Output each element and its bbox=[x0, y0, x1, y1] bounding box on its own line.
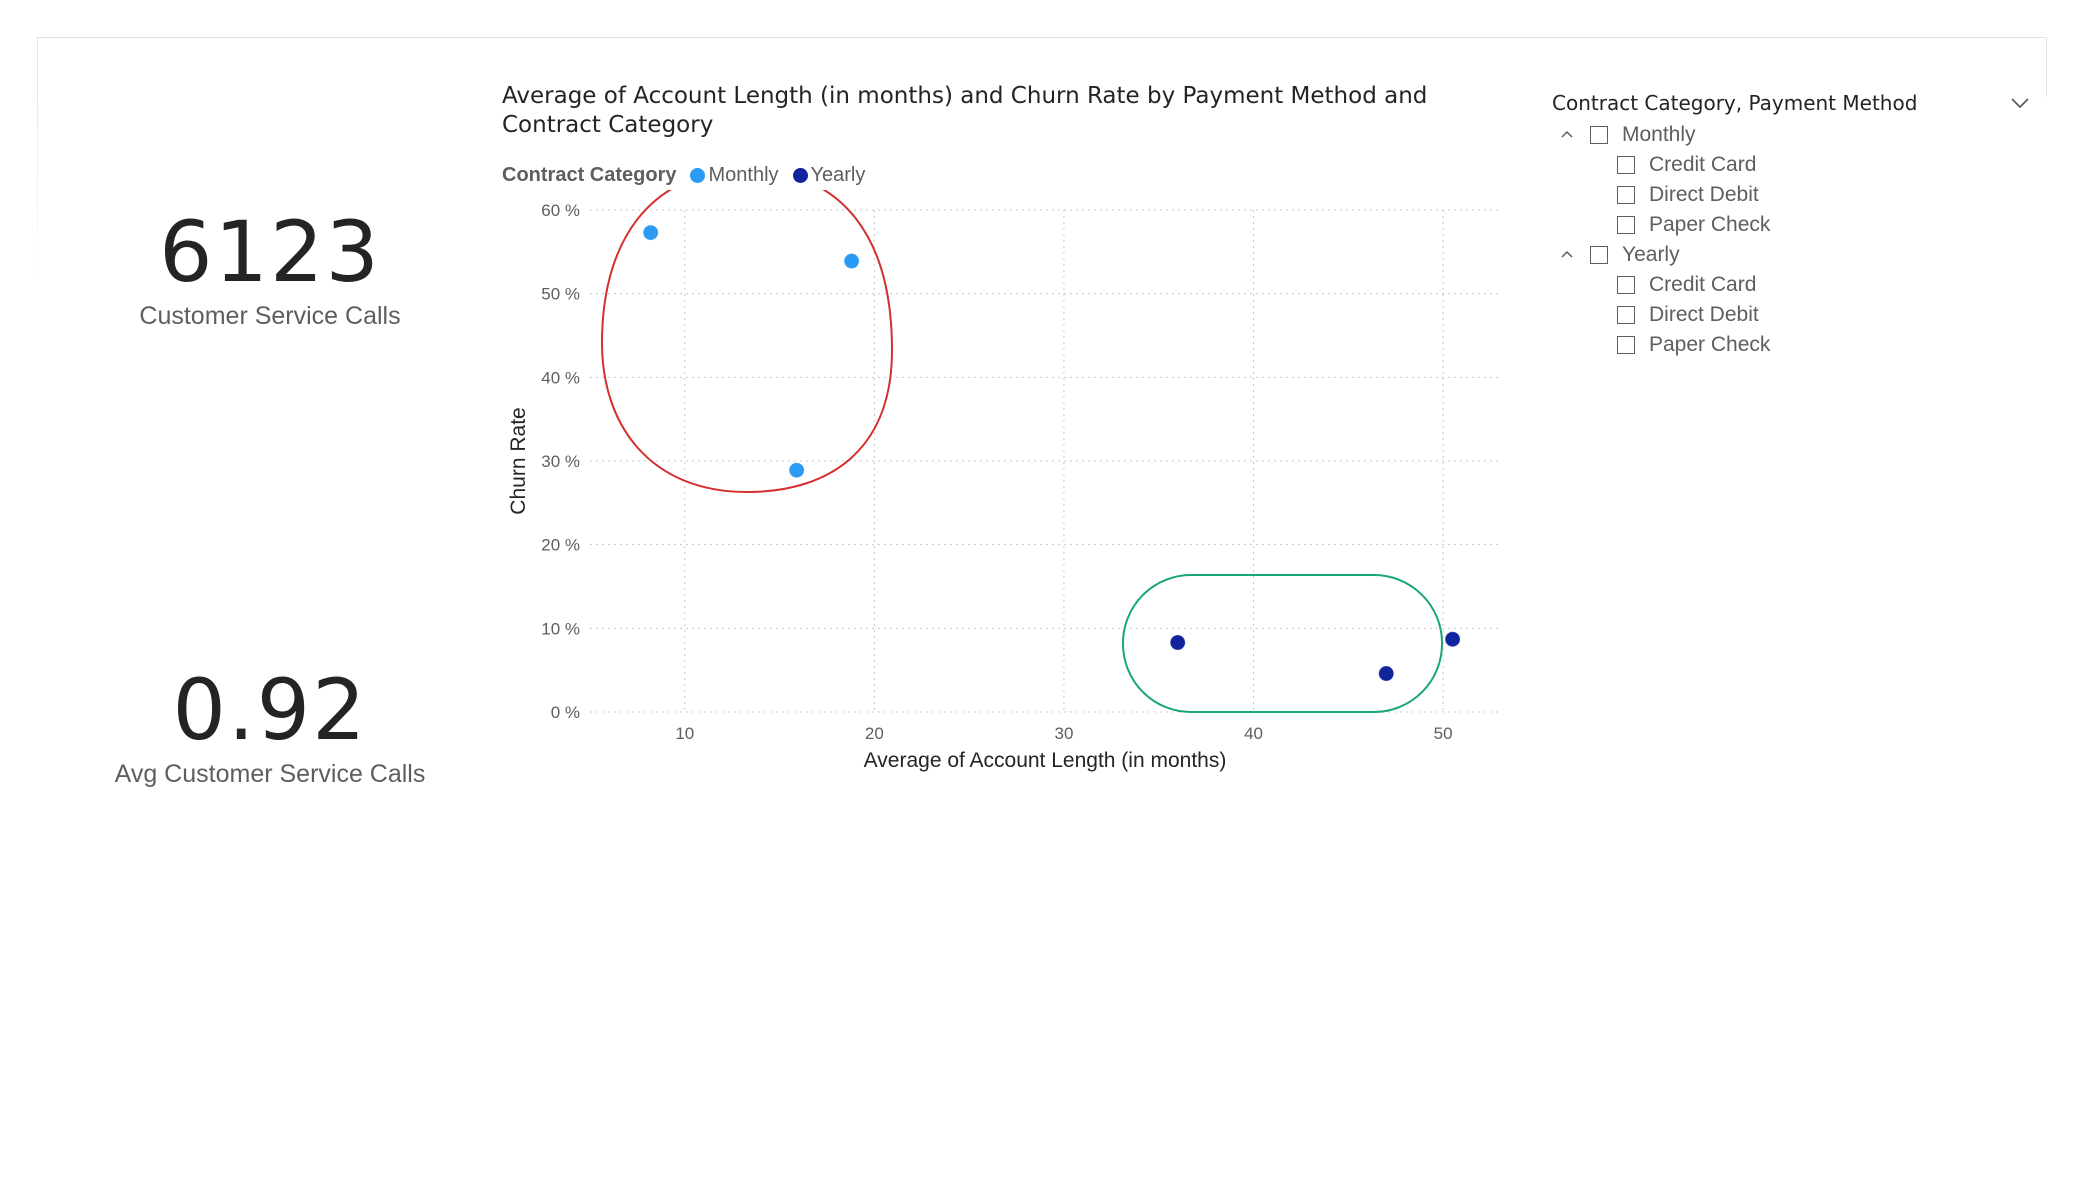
checkbox[interactable] bbox=[1617, 306, 1635, 324]
kpi-label: Customer Service Calls bbox=[139, 302, 401, 330]
scatter-chart[interactable]: 0 % 10 % 20 % 30 % 40 % 50 % 60 % 10 20 30 40 50 Ave… bbox=[500, 190, 1510, 780]
slicer-item-yearly-paper-check[interactable]: Paper Check bbox=[1552, 330, 2032, 360]
checkbox[interactable] bbox=[1590, 126, 1608, 144]
yearly-cluster-highlight bbox=[1122, 574, 1443, 713]
point-yearly-2 bbox=[1378, 665, 1395, 682]
legend-label-monthly: Monthly bbox=[708, 163, 779, 186]
point-monthly-3 bbox=[788, 462, 805, 479]
chart-annotations bbox=[600, 190, 1443, 713]
chart-title: Average of Account Length (in months) an… bbox=[502, 83, 1428, 138]
y-tick-label: 0 % bbox=[551, 703, 580, 722]
y-axis-title: Churn Rate bbox=[507, 407, 530, 514]
chart-axes: 0 % 10 % 20 % 30 % 40 % 50 % 60 % 10 20 30 40 50 Ave… bbox=[507, 201, 1453, 772]
x-tick-label: 50 bbox=[1434, 724, 1453, 743]
y-tick-label: 40 % bbox=[541, 368, 580, 387]
slicer-item-yearly[interactable]: Yearly bbox=[1552, 240, 2032, 270]
checkbox[interactable] bbox=[1617, 156, 1635, 174]
legend-label-yearly: Yearly bbox=[810, 163, 866, 186]
x-tick-label: 40 bbox=[1244, 724, 1263, 743]
kpi-card-avg-service-calls[interactable]: 0.92 Avg Customer Service Calls bbox=[40, 668, 500, 789]
slicer-item-label: Direct Debit bbox=[1649, 303, 1759, 326]
legend-item-monthly[interactable]: Monthly bbox=[690, 163, 779, 187]
kpi-card-service-calls[interactable]: 6123 Customer Service Calls bbox=[40, 210, 500, 331]
slicer-item-monthly-credit-card[interactable]: Credit Card bbox=[1552, 150, 2032, 180]
x-tick-label: 20 bbox=[865, 724, 884, 743]
report-frame-left bbox=[37, 37, 38, 289]
y-tick-label: 10 % bbox=[541, 619, 580, 638]
x-tick-label: 30 bbox=[1054, 724, 1073, 743]
checkbox[interactable] bbox=[1617, 276, 1635, 294]
y-tick-label: 50 % bbox=[541, 285, 580, 304]
slicer-header: Contract Category, Payment Method bbox=[1552, 86, 2032, 120]
point-monthly-2 bbox=[843, 253, 860, 270]
checkbox[interactable] bbox=[1617, 336, 1635, 354]
point-yearly-3 bbox=[1444, 631, 1461, 648]
kpi-value: 6123 bbox=[159, 203, 381, 301]
slicer-item-label: Paper Check bbox=[1649, 333, 1771, 356]
legend-marker-yearly bbox=[792, 167, 808, 183]
checkbox[interactable] bbox=[1590, 246, 1608, 264]
chart-legend: Contract Category Monthly Yearly bbox=[502, 162, 879, 188]
chevron-up-icon[interactable] bbox=[1556, 124, 1578, 146]
legend-marker-monthly bbox=[690, 167, 706, 183]
slicer-item-label: Credit Card bbox=[1649, 153, 1757, 176]
slicer-item-label: Credit Card bbox=[1649, 273, 1757, 296]
chevron-down-icon[interactable] bbox=[2008, 91, 2032, 115]
monthly-cluster-highlight bbox=[600, 190, 894, 494]
point-monthly-1 bbox=[642, 224, 659, 241]
y-tick-label: 60 % bbox=[541, 201, 580, 220]
slicer-item-yearly-credit-card[interactable]: Credit Card bbox=[1552, 270, 2032, 300]
slicer-item-label: Direct Debit bbox=[1649, 183, 1759, 206]
report-frame-right bbox=[2046, 37, 2047, 97]
chart-gridlines bbox=[590, 209, 1500, 713]
slicer-item-label: Monthly bbox=[1622, 123, 1696, 146]
kpi-label: Avg Customer Service Calls bbox=[114, 760, 426, 788]
contract-payment-slicer: Contract Category, Payment Method Monthl… bbox=[1552, 86, 2032, 360]
checkbox[interactable] bbox=[1617, 186, 1635, 204]
point-yearly-1 bbox=[1169, 634, 1186, 651]
checkbox[interactable] bbox=[1617, 216, 1635, 234]
slicer-item-monthly[interactable]: Monthly bbox=[1552, 120, 2032, 150]
y-tick-label: 20 % bbox=[541, 536, 580, 555]
slicer-item-label: Paper Check bbox=[1649, 213, 1771, 236]
slicer-item-monthly-direct-debit[interactable]: Direct Debit bbox=[1552, 180, 2032, 210]
x-axis-title: Average of Account Length (in months) bbox=[864, 749, 1227, 772]
kpi-value: 0.92 bbox=[172, 661, 368, 759]
report-frame-top bbox=[37, 37, 2047, 38]
legend-item-yearly[interactable]: Yearly bbox=[792, 163, 866, 187]
slicer-item-monthly-paper-check[interactable]: Paper Check bbox=[1552, 210, 2032, 240]
slicer-item-label: Yearly bbox=[1622, 243, 1680, 266]
chart-points bbox=[642, 224, 1461, 682]
y-tick-label: 30 % bbox=[541, 452, 580, 471]
slicer-item-yearly-direct-debit[interactable]: Direct Debit bbox=[1552, 300, 2032, 330]
chevron-up-icon[interactable] bbox=[1556, 244, 1578, 266]
x-tick-label: 10 bbox=[675, 724, 694, 743]
legend-title: Contract Category bbox=[502, 163, 677, 186]
slicer-title: Contract Category, Payment Method bbox=[1552, 91, 1918, 115]
